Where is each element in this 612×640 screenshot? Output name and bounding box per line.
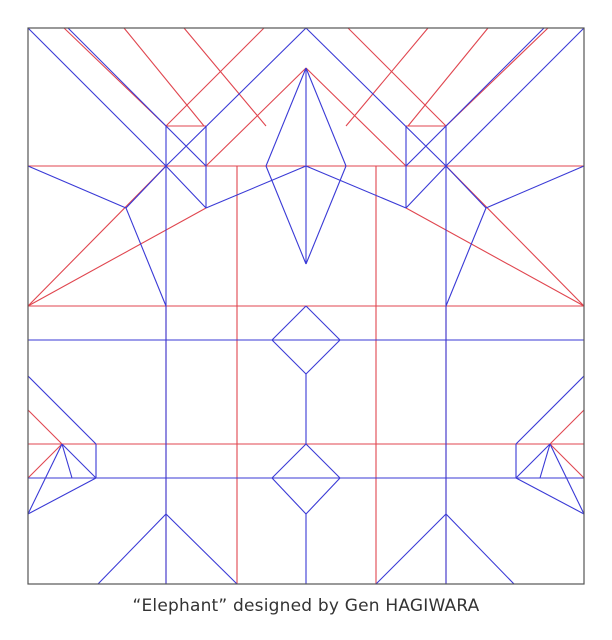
valley-fold-line — [165, 513, 238, 585]
mountain-fold-line — [123, 27, 205, 127]
mountain-fold-line — [407, 27, 489, 127]
valley-fold-line — [271, 443, 307, 479]
valley-fold-line — [265, 165, 307, 265]
valley-fold-line — [305, 165, 347, 265]
valley-fold-line — [271, 477, 307, 515]
valley-fold-line — [445, 207, 487, 307]
valley-fold-line — [271, 305, 307, 341]
diagram-caption: “Elephant” designed by Gen HAGIWARA — [132, 596, 480, 616]
valley-fold-line — [165, 27, 307, 167]
mountain-fold-line — [165, 27, 265, 127]
valley-fold-line — [445, 165, 487, 209]
mountain-fold-line — [183, 27, 267, 127]
crease-pattern-diagram — [27, 27, 585, 585]
mountain-fold-line — [549, 443, 585, 479]
valley-fold-line — [27, 165, 127, 209]
valley-fold-line — [405, 27, 545, 167]
mountain-fold-line — [549, 409, 585, 445]
valley-fold-line — [97, 513, 167, 585]
valley-fold-line — [125, 165, 167, 209]
valley-fold-line — [445, 513, 515, 585]
valley-fold-line — [271, 339, 307, 375]
mountain-fold-line — [305, 67, 407, 167]
valley-fold-line — [305, 443, 341, 479]
valley-fold-line — [205, 165, 307, 209]
paper-border — [27, 27, 585, 585]
valley-fold-line — [515, 477, 585, 515]
mountain-fold-line — [27, 443, 63, 479]
valley-fold-lines — [27, 27, 585, 585]
valley-fold-line — [27, 375, 97, 445]
valley-fold-line — [375, 513, 447, 585]
mountain-fold-line — [27, 207, 207, 307]
mountain-fold-lines — [27, 27, 585, 584]
valley-fold-line — [485, 165, 585, 209]
valley-fold-line — [305, 305, 341, 341]
valley-fold-line — [305, 165, 407, 209]
valley-fold-line — [539, 443, 551, 479]
mountain-fold-line — [205, 67, 307, 167]
valley-fold-line — [549, 443, 585, 515]
valley-fold-line — [61, 443, 73, 479]
valley-fold-line — [125, 207, 167, 307]
valley-fold-line — [305, 67, 347, 167]
valley-fold-line — [405, 165, 447, 209]
mountain-fold-line — [405, 207, 585, 307]
valley-fold-line — [515, 443, 551, 479]
valley-fold-line — [305, 27, 447, 167]
valley-fold-line — [67, 27, 207, 167]
valley-fold-line — [305, 477, 341, 515]
mountain-fold-line — [27, 165, 167, 307]
valley-fold-line — [445, 27, 585, 167]
mountain-fold-line — [27, 409, 63, 445]
mountain-fold-line — [347, 27, 447, 127]
valley-fold-line — [305, 339, 341, 375]
valley-fold-line — [27, 27, 167, 167]
mountain-fold-line — [445, 165, 585, 307]
mountain-fold-line — [345, 27, 429, 127]
valley-fold-line — [27, 477, 97, 515]
valley-fold-line — [165, 165, 207, 209]
valley-fold-line — [27, 443, 63, 515]
valley-fold-line — [265, 67, 307, 167]
valley-fold-line — [515, 375, 585, 445]
valley-fold-line — [61, 443, 97, 479]
